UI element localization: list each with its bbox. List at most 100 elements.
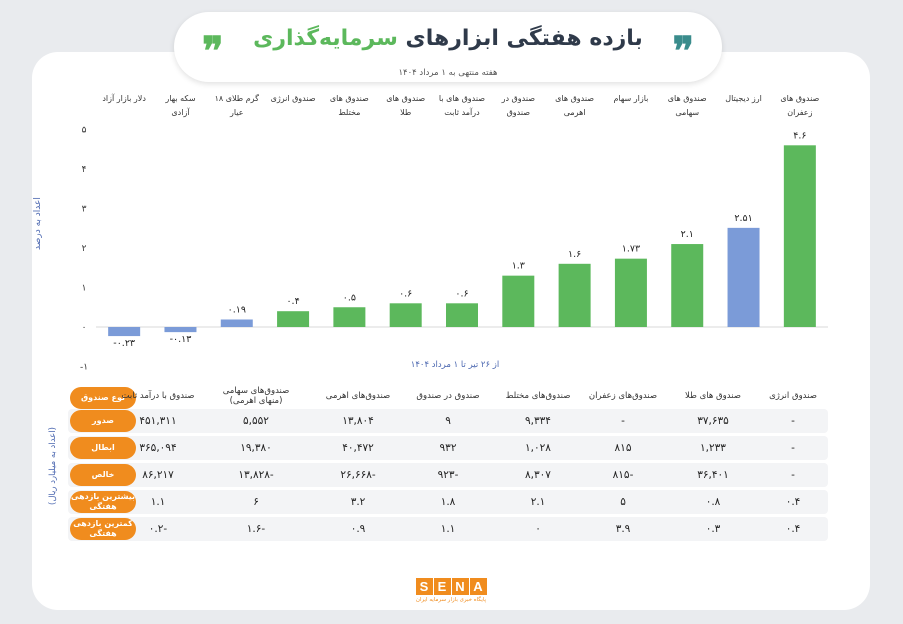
table-cell: ۵,۵۵۲	[243, 415, 269, 427]
table-cell: ۳۶,۴۰۱	[697, 469, 729, 481]
table-cell: ۰.۹	[350, 523, 366, 535]
category-label: بازار سهام	[613, 94, 648, 103]
bar	[333, 307, 366, 327]
title-part2: سرمایه‌گذاری	[253, 26, 398, 51]
column-header: صندوق‌های مختلط	[495, 386, 581, 406]
category-label: صندوق انرژی	[271, 94, 316, 103]
category-label: درآمد ثابت	[444, 107, 480, 117]
logo-tagline: پایگاه خبری بازار سرمایه ایران	[415, 597, 487, 603]
y-tick-label: ۴	[82, 165, 87, 175]
category-label: صندوق	[507, 108, 531, 117]
table-cell: ۱۹,۳۸۰	[240, 442, 272, 454]
column-header: صندوق‌های سهامی (منهای اهرمی)	[213, 386, 299, 406]
bar	[558, 263, 591, 327]
row-label: کمترین بازدهی هفتگی	[70, 518, 136, 540]
y-axis-title: اعداد به درصد	[33, 197, 43, 250]
table-cell: ۳.۹	[615, 523, 631, 535]
logo-letter: E	[433, 578, 451, 595]
data-label: -۰.۱۳	[170, 334, 192, 345]
column-header: صندوق‌های زعفران	[580, 386, 666, 406]
table-cell: ۹	[445, 415, 451, 427]
table-row: صدور - ۳۷,۶۳۵ - ۹,۳۳۴ ۹ ۱۳,۸۰۴ ۵,۵۵۲ ۴۵۱,۳۱۱	[68, 409, 828, 433]
bar	[783, 145, 816, 327]
category-label: سهامی	[675, 108, 699, 117]
page-subtitle: هفته منتهی به ۱ مرداد ۱۴۰۴	[398, 68, 498, 78]
table-cell: -۰.۲	[148, 523, 168, 535]
table-cell: -۸۱۵	[612, 469, 634, 481]
category-label: عیار	[229, 108, 244, 117]
logo-letter: S	[415, 578, 433, 595]
data-label: ۰.۶	[455, 288, 468, 299]
column-header: صندوق های طلا	[670, 386, 756, 406]
category-label: صندوق های	[780, 94, 819, 103]
category-label: سکه بهار	[164, 94, 195, 103]
category-label: صندوق های	[386, 94, 425, 103]
table-row: خالص - ۳۶,۴۰۱ -۸۱۵ ۸,۳۰۷ -۹۲۳ -۲۶,۶۶۸ -۱۳,۸۲۸ ۸۶…	[68, 463, 828, 487]
y-tick-label: ۲	[82, 244, 87, 254]
table-cell: ۰.۴	[785, 496, 801, 508]
y-tick-label: ۱	[82, 284, 87, 294]
bar	[164, 327, 197, 333]
category-label: صندوق های با	[439, 94, 485, 103]
table-cell: -۲۶,۶۶۸	[340, 469, 376, 481]
table-cell: ۸۱۵	[614, 442, 632, 454]
bar	[389, 303, 422, 327]
bar	[614, 258, 647, 327]
column-header-text: صندوق‌های زعفران	[588, 391, 658, 401]
category-label: آزادی	[171, 107, 190, 117]
table-cell: -۹۲۳	[437, 469, 459, 481]
table-cell: -	[621, 415, 625, 427]
bar	[220, 319, 253, 327]
table-unit-label: (اعداد به میلیارد ریال)	[48, 427, 58, 505]
data-label: ۱.۷۳	[622, 244, 640, 255]
table-cell: ۴۵۱,۳۱۱	[139, 415, 177, 427]
category-label: صندوق های	[330, 94, 369, 103]
logo-letter: N	[451, 578, 469, 595]
data-label: ۴.۶	[793, 130, 806, 141]
y-tick-label: ۳	[82, 205, 87, 215]
table-row: ابطال - ۱,۲۳۳ ۸۱۵ ۱,۰۲۸ ۹۳۲ ۴۰,۴۷۲ ۱۹,۳۸۰ ۳۶۵,۰۹…	[68, 436, 828, 460]
page-title: بازده هفتگی ابزارهای سرمایه‌گذاری	[174, 26, 722, 51]
table-cell: ۳۷,۶۳۵	[697, 415, 729, 427]
column-header-text: صندوق‌های سهامی (منهای اهرمی)	[222, 386, 290, 406]
data-label: ۱.۳	[512, 261, 525, 272]
column-header-text: صندوق در صندوق	[416, 391, 480, 401]
category-label: اهرمی	[564, 108, 586, 117]
table-cell: ۴۰,۴۷۲	[342, 442, 374, 454]
table-cell: ۳.۲	[350, 496, 366, 508]
table-cell: -	[791, 469, 795, 481]
table-cell: ۸۶,۲۱۷	[142, 469, 174, 481]
column-header-text: صندوق با درآمد ثابت	[121, 391, 195, 401]
data-label: -۰.۲۳	[113, 338, 135, 349]
data-label: ۰.۶	[399, 288, 412, 299]
table-cell: ۹,۳۳۴	[525, 415, 551, 427]
data-label: ۲.۵۱	[734, 213, 752, 224]
category-label: طلا	[400, 108, 411, 117]
column-header: صندوق انرژی	[750, 386, 836, 406]
column-header-text: صندوق انرژی	[769, 391, 817, 401]
y-tick-label: ۰	[82, 323, 87, 333]
table-header-row: نوع صندوق صندوق انرژی صندوق های طلا صندوق‌ه…	[68, 386, 828, 409]
bar	[727, 227, 760, 327]
table-cell: ۱.۸	[440, 496, 456, 508]
category-label: مختلط	[338, 108, 360, 117]
returns-bar-chart: -۱ ۰ ۱ ۲ ۳ ۴ ۵ -۰.۲۳ دلار بازار آزاد -۰.۱۳ سکه بها…	[80, 93, 828, 373]
table-cell: ۱.۱	[150, 496, 166, 508]
data-label: ۱.۶	[568, 249, 581, 260]
table-cell: ۱,۲۳۳	[700, 442, 726, 454]
bar	[277, 311, 310, 327]
fund-flow-table: نوع صندوق صندوق انرژی صندوق های طلا صندوق‌ه…	[68, 386, 828, 544]
category-label: ارز دیجیتال	[725, 94, 762, 103]
category-label: صندوق در	[501, 94, 536, 103]
quote-left-icon: ❞	[202, 28, 224, 75]
row-label: ابطال	[70, 437, 136, 459]
title-banner: ❞ بازده هفتگی ابزارهای سرمایه‌گذاری ❞ هف…	[174, 12, 722, 82]
bar	[502, 275, 535, 327]
table-row: کمترین بازدهی هفتگی ۰.۴ ۰.۳ ۳.۹ ۰ ۱.۱ ۰.۹ -۱.۶ -۰…	[68, 517, 828, 541]
row-label: صدور	[70, 410, 136, 432]
column-header-text: صندوق های طلا	[685, 391, 741, 401]
y-tick-label: -۱	[80, 363, 88, 373]
table-corner-label: نوع صندوق	[70, 387, 136, 409]
